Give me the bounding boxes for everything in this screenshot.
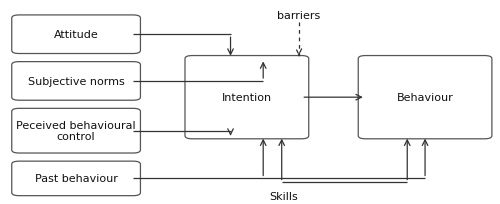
Text: Skills: Skills bbox=[270, 191, 298, 201]
Text: barriers: barriers bbox=[277, 11, 320, 21]
FancyBboxPatch shape bbox=[12, 16, 140, 54]
FancyBboxPatch shape bbox=[185, 56, 308, 139]
FancyBboxPatch shape bbox=[12, 109, 140, 153]
Text: Peceived behavioural
control: Peceived behavioural control bbox=[16, 120, 136, 142]
Text: Past behaviour: Past behaviour bbox=[34, 174, 117, 184]
FancyBboxPatch shape bbox=[358, 56, 492, 139]
FancyBboxPatch shape bbox=[12, 161, 140, 196]
Text: Subjective norms: Subjective norms bbox=[28, 76, 124, 86]
Text: Attitude: Attitude bbox=[54, 30, 98, 40]
Text: Intention: Intention bbox=[222, 93, 272, 103]
Text: Behaviour: Behaviour bbox=[396, 93, 454, 103]
FancyBboxPatch shape bbox=[12, 62, 140, 101]
